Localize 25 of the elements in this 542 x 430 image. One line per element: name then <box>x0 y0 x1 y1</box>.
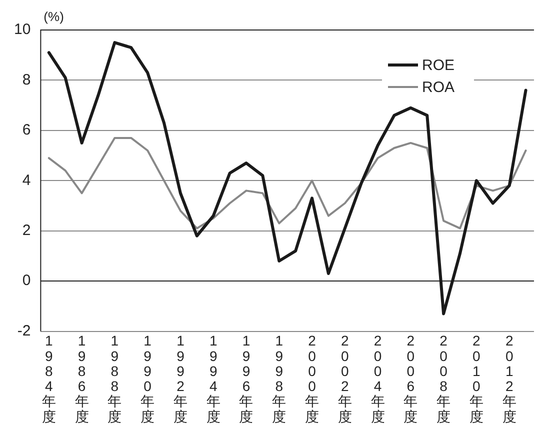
x-tick-label: 1986年度 <box>74 332 89 424</box>
x-tick-label: 2006年度 <box>404 332 418 424</box>
x-tick-label: 1984年度 <box>42 332 56 424</box>
y-tick-label: 0 <box>22 272 31 290</box>
legend-label: ROE <box>422 57 455 74</box>
y-tick-label: 8 <box>22 71 31 88</box>
x-tick-label: 2010年度 <box>469 332 484 424</box>
x-tick-label: 2000年度 <box>305 332 320 424</box>
x-tick-label: 1998年度 <box>272 332 286 424</box>
legend-label: ROA <box>422 79 455 96</box>
x-tick-label: 2008年度 <box>436 332 451 424</box>
y-tick-label: 4 <box>22 172 31 189</box>
x-tick-label: 1996年度 <box>239 332 254 424</box>
y-axis-title: (%) <box>44 9 64 24</box>
x-tick-label: 2012年度 <box>502 332 516 424</box>
x-tick-label: 1992年度 <box>173 332 188 424</box>
x-tick-label: 2002年度 <box>338 332 352 424</box>
y-tick-label: 2 <box>22 222 31 239</box>
x-tick-label: 1994年度 <box>206 332 220 424</box>
x-tick-label: 1990年度 <box>140 332 155 424</box>
y-tick-label: 6 <box>22 122 31 139</box>
x-tick-label: 2004年度 <box>370 332 385 424</box>
x-tick-label: 1988年度 <box>108 332 122 424</box>
y-tick-label: -2 <box>17 322 31 340</box>
y-tick-label: 10 <box>14 21 31 38</box>
